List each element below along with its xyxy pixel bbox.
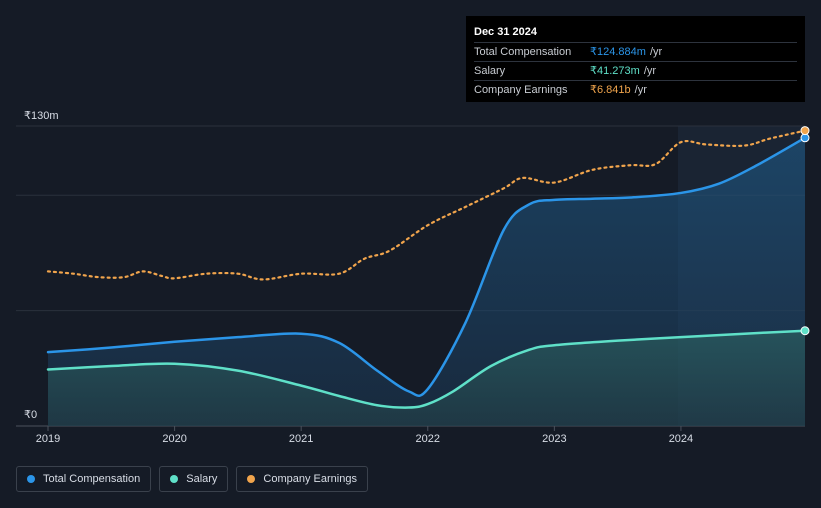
legend-label: Total Compensation — [43, 473, 141, 485]
salary-line — [46, 329, 807, 409]
salary-end-point — [800, 326, 810, 336]
tooltip-unit: /yr — [634, 84, 647, 96]
legend: Total Compensation Salary Company Earnin… — [16, 466, 368, 494]
legend-dot-icon — [247, 475, 256, 483]
tooltip-value: ₹124.884m — [590, 46, 646, 58]
tooltip-value: ₹6.841b — [590, 84, 631, 96]
total-compensation-line — [46, 136, 807, 397]
legend-label: Company Earnings — [263, 473, 357, 485]
legend-item-salary[interactable]: Salary — [159, 466, 229, 492]
tooltip: Dec 31 2024 Total Compensation ₹124.884m… — [466, 16, 805, 102]
company-earnings-line — [46, 129, 807, 281]
salary-area — [48, 330, 805, 426]
x-axis: 2019 2020 2021 2022 2023 2024 — [36, 426, 693, 445]
company-earnings-end-point — [800, 126, 810, 136]
x-tick-label: 2021 — [289, 433, 313, 445]
tooltip-unit: /yr — [649, 46, 663, 58]
legend-label: Salary — [186, 473, 218, 485]
tooltip-value: ₹41.273m — [590, 65, 640, 77]
tooltip-date: Dec 31 2024 — [474, 26, 537, 38]
y-tick-bottom: ₹0 — [24, 409, 37, 421]
tooltip-row-company-earnings: Company Earnings ₹6.841b /yr — [474, 80, 797, 99]
tooltip-unit: /yr — [643, 65, 657, 77]
tooltip-label: Total Compensation — [474, 46, 572, 58]
x-tick-label: 2020 — [162, 433, 186, 445]
legend-item-company-earnings[interactable]: Company Earnings — [236, 466, 368, 492]
series-lines — [46, 129, 807, 409]
x-tick-label: 2022 — [416, 433, 440, 445]
x-tick-label: 2023 — [542, 433, 566, 445]
legend-item-total-compensation[interactable]: Total Compensation — [16, 466, 152, 492]
tooltip-label: Salary — [474, 65, 506, 77]
tooltip-row-total-compensation: Total Compensation ₹124.884m /yr — [474, 42, 797, 61]
end-markers — [800, 126, 810, 336]
legend-dot-icon — [170, 475, 179, 483]
legend-dot-icon — [27, 475, 35, 483]
y-tick-top: ₹130m — [24, 110, 59, 122]
x-tick-label: 2024 — [669, 433, 693, 445]
series-areas — [48, 137, 805, 426]
x-tick-label: 2019 — [36, 433, 60, 445]
tooltip-label: Company Earnings — [474, 84, 568, 96]
tooltip-row-salary: Salary ₹41.273m /yr — [474, 61, 797, 80]
